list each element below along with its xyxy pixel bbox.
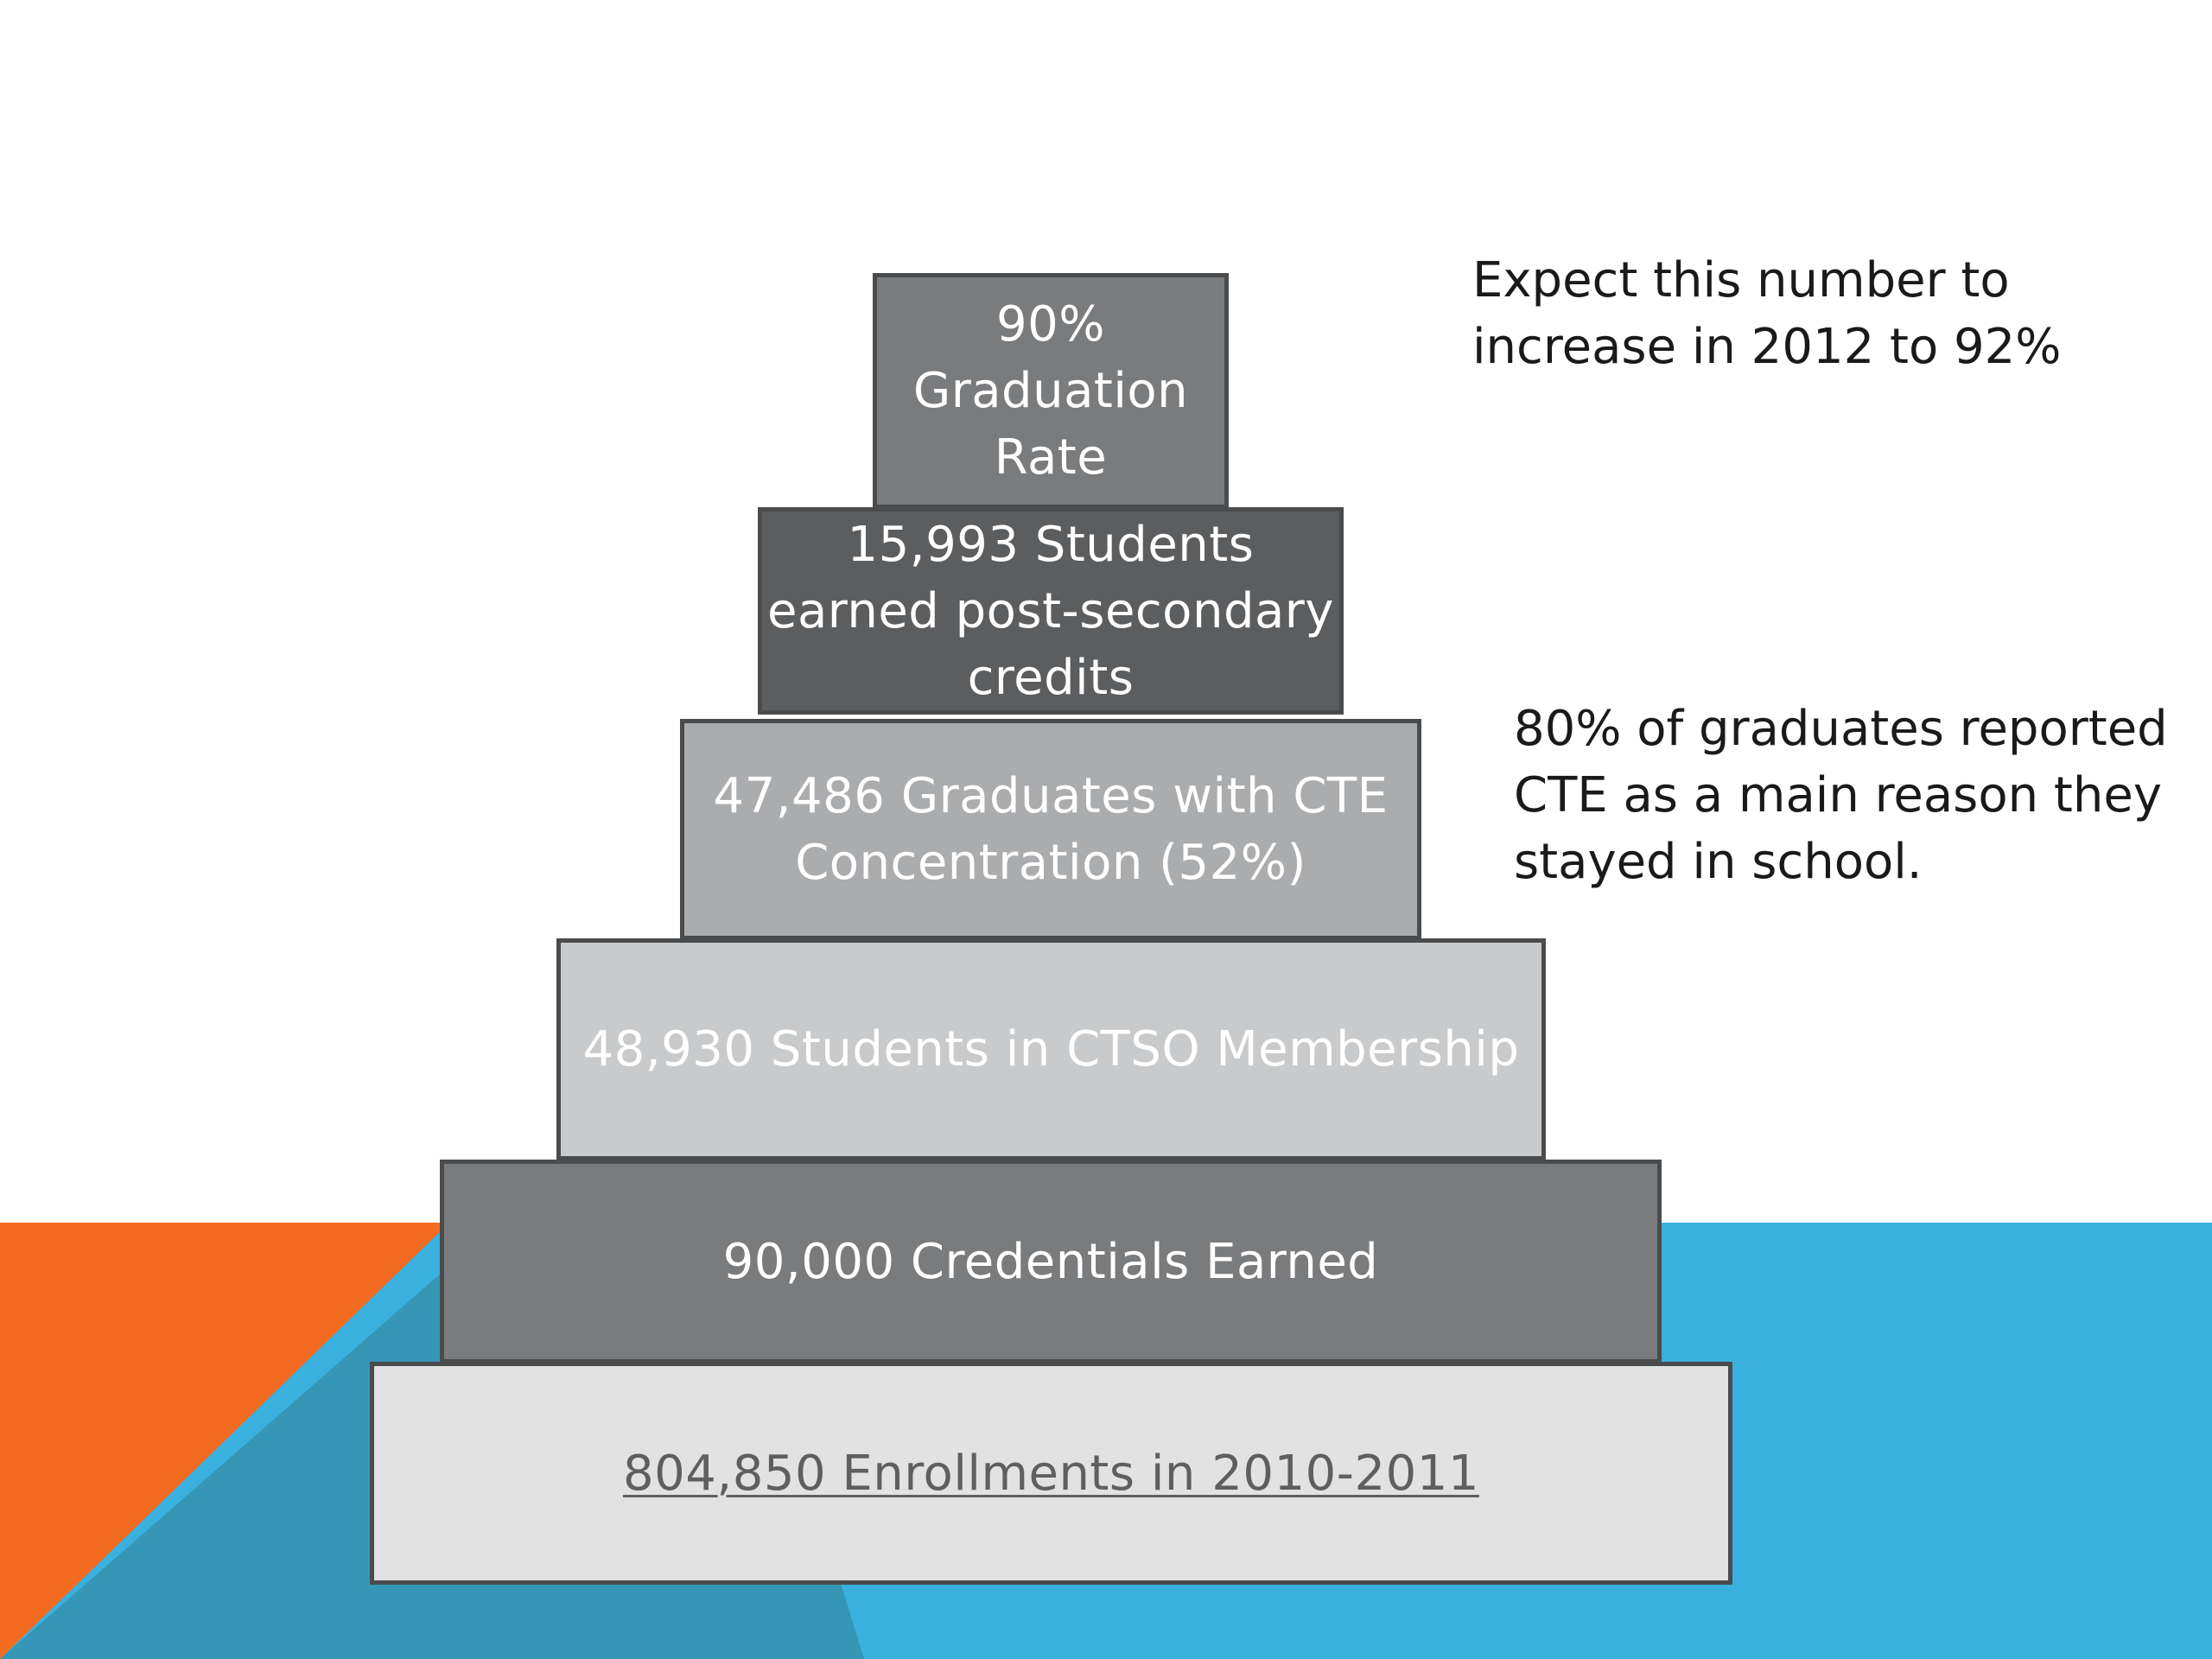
cte-reason-note: 80% of graduates reported CTE as a main … — [1514, 701, 2168, 890]
tier-label: 48,930 Students in CTSO Membership — [582, 1021, 1520, 1077]
pyramid-tier-credentials-earned: 90,000 Credentials Earned — [440, 1160, 1662, 1363]
pyramid-tier-post-secondary-credits: 15,993 Students earned post-secondary cr… — [758, 507, 1344, 715]
enrollments-link[interactable]: 804,850 Enrollments in 2010-2011 — [623, 1445, 1479, 1502]
tier-label: 47,486 Graduates with CTE Concentration … — [713, 768, 1389, 891]
tier-label: 90,000 Credentials Earned — [722, 1233, 1379, 1290]
pyramid-tier-cte-graduates: 47,486 Graduates with CTE Concentration … — [680, 719, 1421, 940]
pyramid-tier-graduation-rate: 90% Graduation Rate — [873, 273, 1229, 509]
pyramid-tier-ctso-membership: 48,930 Students in CTSO Membership — [556, 938, 1546, 1160]
orange-triangle — [0, 1223, 449, 1659]
graduation-rate-note: Expect this number to increase in 2012 t… — [1472, 252, 2062, 375]
tier-label: 15,993 Students earned post-secondary cr… — [767, 516, 1334, 706]
pyramid-tier-enrollments[interactable]: 804,850 Enrollments in 2010-2011 — [370, 1362, 1732, 1585]
tier-label: 90% Graduation Rate — [912, 296, 1189, 486]
